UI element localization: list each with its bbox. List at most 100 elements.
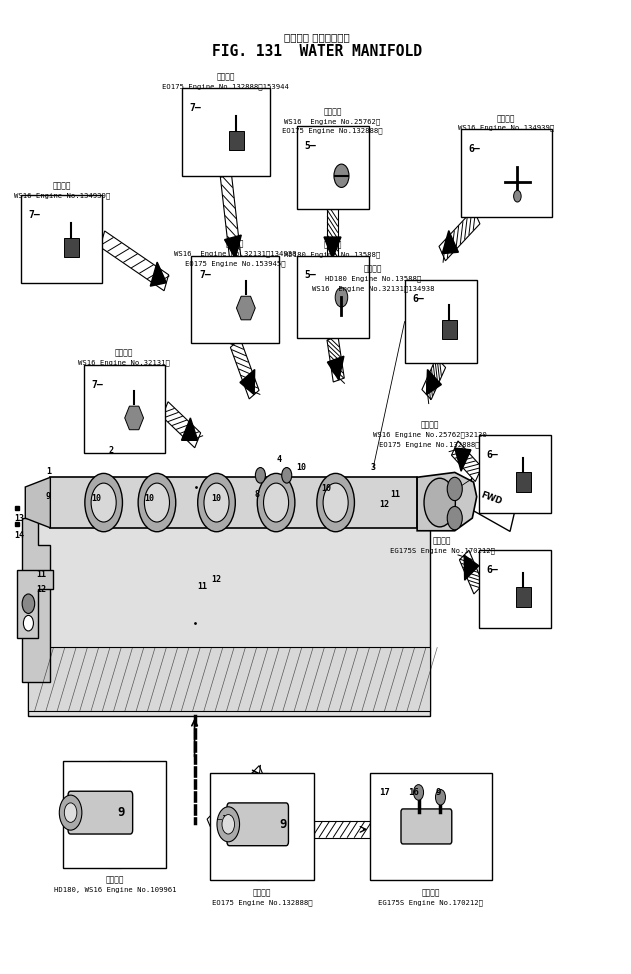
Circle shape <box>59 795 82 830</box>
Polygon shape <box>417 472 476 531</box>
Text: 9: 9 <box>279 818 286 831</box>
Circle shape <box>256 468 266 483</box>
Circle shape <box>85 473 122 532</box>
Text: 16: 16 <box>408 788 418 797</box>
Bar <box>83 365 165 453</box>
Text: 7—: 7— <box>189 103 201 113</box>
Circle shape <box>257 473 295 532</box>
Text: 適用号範: 適用号範 <box>420 420 439 430</box>
Text: EG175S Engine No.170212～: EG175S Engine No.170212～ <box>390 547 495 553</box>
Text: 適用号範: 適用号範 <box>216 72 235 81</box>
Polygon shape <box>207 766 266 834</box>
Circle shape <box>22 594 35 614</box>
Text: 5—: 5— <box>304 141 316 151</box>
Text: WS16  Engine No.32131～134938: WS16 Engine No.32131～134938 <box>312 285 435 292</box>
Polygon shape <box>22 518 50 682</box>
Circle shape <box>447 477 463 501</box>
Polygon shape <box>422 357 445 399</box>
Polygon shape <box>427 369 441 394</box>
Text: WS16 Engine No.134939～: WS16 Engine No.134939～ <box>458 125 554 131</box>
Text: HD180 Engine No.13588～: HD180 Engine No.13588～ <box>285 251 380 258</box>
Text: 11: 11 <box>198 581 208 590</box>
Text: EO175 Engine No.132888～: EO175 Engine No.132888～ <box>379 441 480 447</box>
Text: 10: 10 <box>296 463 306 472</box>
Circle shape <box>198 473 235 532</box>
Text: 2: 2 <box>109 445 114 455</box>
Polygon shape <box>237 296 256 319</box>
FancyBboxPatch shape <box>227 803 288 845</box>
Polygon shape <box>464 555 479 581</box>
Polygon shape <box>257 773 268 880</box>
Bar <box>191 255 279 343</box>
Text: 10: 10 <box>91 494 101 504</box>
Bar <box>297 127 369 208</box>
Bar <box>64 238 79 257</box>
Text: EO175 Engine No.132888～153944: EO175 Engine No.132888～153944 <box>162 83 290 90</box>
Bar <box>442 319 457 339</box>
Bar <box>465 466 519 532</box>
Polygon shape <box>107 846 124 868</box>
Bar <box>50 477 417 528</box>
Polygon shape <box>455 448 471 471</box>
Text: WS16  Engine No.32131～134938: WS16 Engine No.32131～134938 <box>174 250 297 257</box>
Bar <box>370 773 492 880</box>
Text: 12: 12 <box>211 575 221 583</box>
Text: EO175 Engine No.132888～: EO175 Engine No.132888～ <box>282 128 383 134</box>
Text: 12: 12 <box>379 500 389 509</box>
Bar <box>297 255 369 338</box>
Polygon shape <box>324 237 341 258</box>
Bar <box>28 487 430 716</box>
Polygon shape <box>150 262 167 286</box>
Text: ウォータ マニホールド: ウォータ マニホールド <box>284 32 350 42</box>
Text: FWD: FWD <box>480 491 504 506</box>
Text: —15: —15 <box>216 815 232 824</box>
Text: 9: 9 <box>46 492 51 502</box>
Text: 12: 12 <box>36 584 46 593</box>
Text: 適用号範: 適用号範 <box>323 241 342 249</box>
Text: 11: 11 <box>36 570 46 579</box>
Polygon shape <box>28 648 430 711</box>
Text: 7—: 7— <box>91 380 103 390</box>
Text: 適用号範: 適用号範 <box>422 888 440 897</box>
Text: 適用号範: 適用号範 <box>115 349 134 357</box>
Text: EG175S Engine No.170212～: EG175S Engine No.170212～ <box>379 899 483 906</box>
Circle shape <box>222 814 235 834</box>
Text: 14: 14 <box>14 531 24 541</box>
Text: 9: 9 <box>117 806 124 819</box>
Text: 8: 8 <box>255 490 260 500</box>
Text: HD180 Engine No.13588～: HD180 Engine No.13588～ <box>325 276 422 282</box>
Polygon shape <box>327 336 345 382</box>
Polygon shape <box>17 570 54 638</box>
Text: 1: 1 <box>46 467 51 476</box>
Polygon shape <box>240 369 255 394</box>
Text: FIG. 131  WATER MANIFOLD: FIG. 131 WATER MANIFOLD <box>212 44 422 58</box>
Text: 6—: 6— <box>469 144 480 154</box>
Text: 17: 17 <box>379 788 390 797</box>
Text: 7—: 7— <box>199 270 211 281</box>
Polygon shape <box>109 762 121 868</box>
Text: 適用号範: 適用号範 <box>497 114 516 123</box>
Circle shape <box>514 190 521 202</box>
Text: EO175 Engine No.153945～: EO175 Engine No.153945～ <box>185 260 286 267</box>
Text: 11: 11 <box>390 490 400 500</box>
Circle shape <box>281 468 292 483</box>
Bar <box>229 131 244 150</box>
Circle shape <box>335 287 348 307</box>
Polygon shape <box>327 208 338 258</box>
Circle shape <box>23 616 33 631</box>
Text: 4: 4 <box>277 455 281 465</box>
Bar <box>516 472 531 492</box>
Circle shape <box>334 164 349 187</box>
Polygon shape <box>125 406 143 430</box>
Circle shape <box>435 790 445 805</box>
Text: 9: 9 <box>436 788 441 797</box>
Text: 10: 10 <box>211 494 221 504</box>
Text: 5—: 5— <box>304 270 316 281</box>
Polygon shape <box>439 209 480 261</box>
FancyBboxPatch shape <box>68 791 133 834</box>
Text: HD180, WS16 Engine No.109961: HD180, WS16 Engine No.109961 <box>54 886 176 892</box>
Text: 適用号範: 適用号範 <box>323 107 342 116</box>
Text: 3: 3 <box>371 463 375 472</box>
Text: 適用号範: 適用号範 <box>433 536 451 545</box>
Polygon shape <box>182 418 198 440</box>
